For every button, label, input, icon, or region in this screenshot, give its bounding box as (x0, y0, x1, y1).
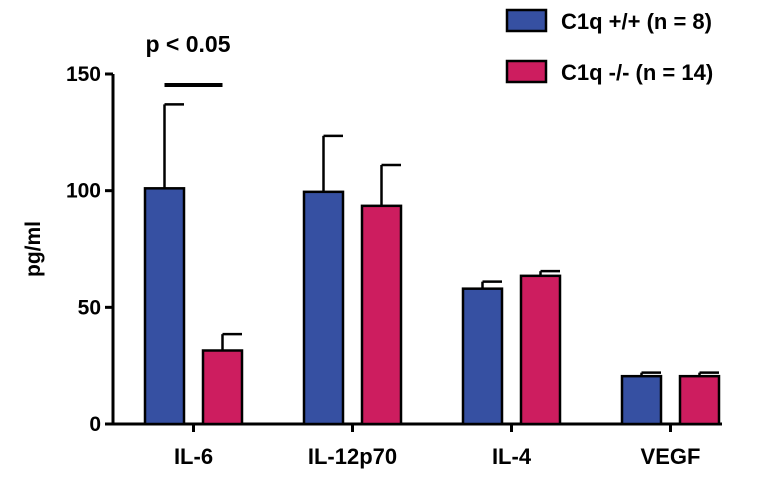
bar-il-6-series-2 (201, 349, 244, 426)
y-tick-label: 100 (66, 180, 101, 203)
chart-legend: C1q +/+ (n = 8) C1q -/- (n = 14) (505, 8, 713, 85)
x-tick-label: IL-4 (492, 444, 532, 469)
x-tick-label: VEGF (641, 444, 701, 469)
bar-il-12p70-series-2 (360, 204, 403, 426)
bar-il-4-series-1 (461, 287, 504, 426)
legend-label-2: C1q -/- (n = 14) (561, 60, 713, 85)
legend-swatch-1 (505, 8, 548, 33)
chart-error-bars (163, 103, 719, 377)
bar-vegf-series-2 (678, 374, 721, 426)
legend-swatch-2 (505, 59, 548, 84)
significance-label: p < 0.05 (145, 31, 230, 57)
bar-il-12p70-series-1 (302, 190, 345, 426)
x-tick-label: IL-12p70 (308, 444, 397, 469)
y-tick-label: 150 (66, 63, 101, 86)
bar-il-6-series-1 (143, 187, 186, 426)
bar-il-4-series-2 (519, 274, 562, 426)
chart-bars (143, 187, 721, 426)
y-tick-label: 0 (89, 413, 101, 436)
bar-vegf-series-1 (620, 374, 663, 426)
legend-label-1: C1q +/+ (n = 8) (561, 9, 712, 34)
y-tick-label: 50 (78, 296, 101, 319)
y-axis-title: pg/ml (22, 221, 45, 277)
significance-annotation: p < 0.05 (145, 31, 231, 87)
x-tick-label: IL-6 (174, 444, 213, 469)
